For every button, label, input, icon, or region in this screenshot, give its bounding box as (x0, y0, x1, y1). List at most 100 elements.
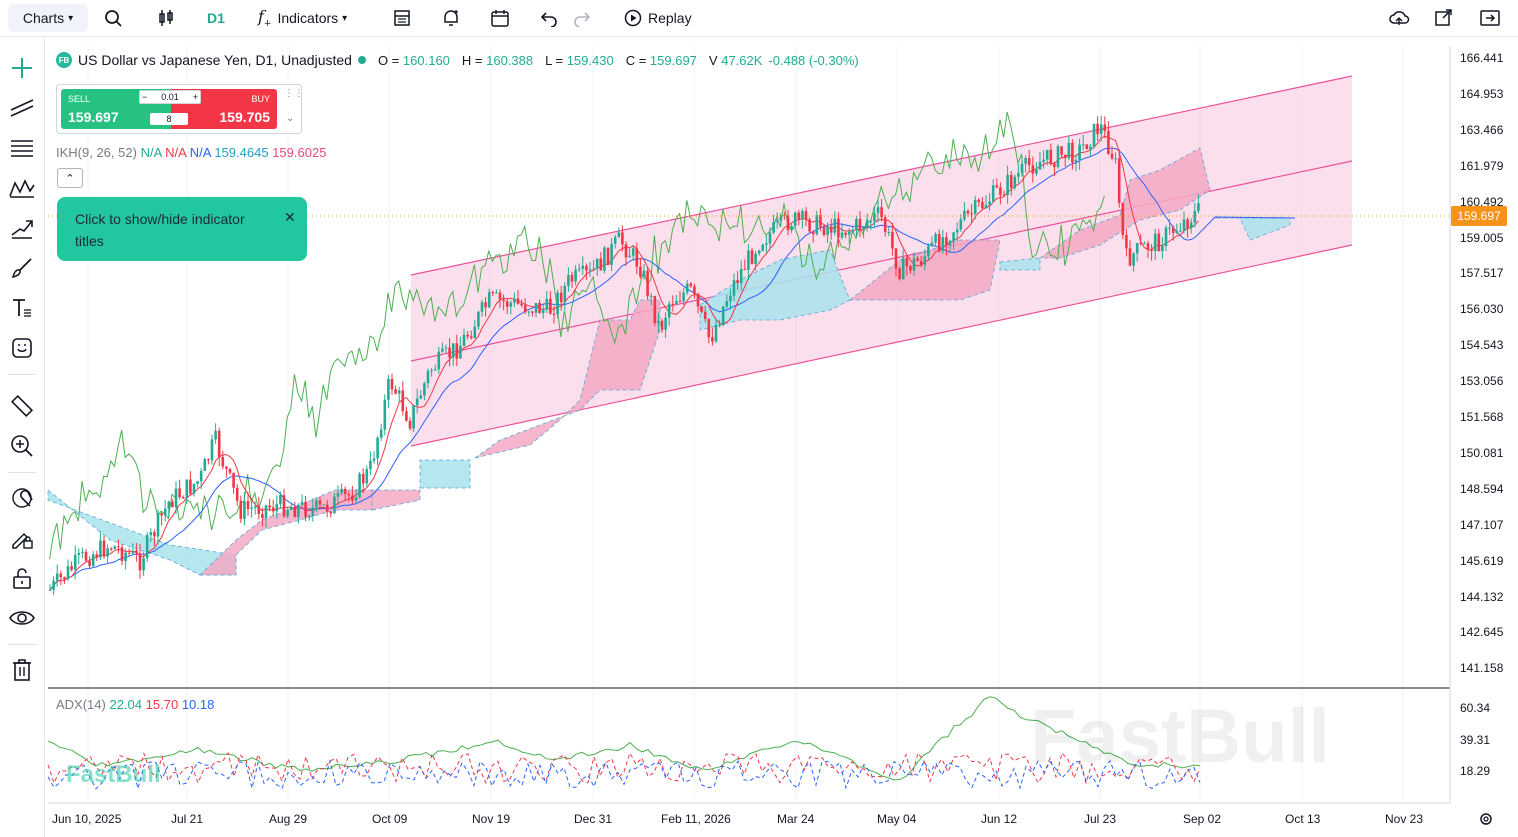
calendar-button[interactable] (489, 4, 511, 32)
settings-button[interactable] (1478, 811, 1496, 829)
smiley-icon (12, 338, 32, 358)
candle-body (545, 298, 549, 309)
charts-menu-button[interactable]: Charts ▾ (8, 4, 88, 32)
buy-button[interactable]: BUY 159.705 (171, 89, 277, 129)
candle-body (657, 320, 660, 323)
candle-body (941, 237, 945, 251)
candle-body (325, 504, 329, 512)
candle-body (1168, 227, 1171, 229)
ikh-legend[interactable]: IKH(9, 26, 52) N/A N/A N/A 159.4645 159.… (56, 145, 326, 160)
replay-button[interactable]: Replay (623, 4, 692, 32)
search-button[interactable] (101, 4, 125, 32)
trade-widget: SELL 159.697 BUY 159.705 − 0.01 + 8 ⋮⋮ ⌄ (56, 84, 304, 134)
candle-body (905, 257, 909, 266)
adx-tick-label: 18.29 (1460, 764, 1491, 778)
candle-body (343, 488, 347, 494)
candle-body (160, 513, 163, 516)
candle-body (174, 488, 178, 508)
candle-body (1135, 243, 1139, 254)
undo-button[interactable] (539, 4, 559, 32)
measure-tool[interactable] (8, 392, 36, 420)
candle-body (754, 253, 757, 264)
candle-body (397, 390, 401, 394)
cloud-segment (419, 459, 471, 489)
redo-button[interactable] (572, 4, 592, 32)
trendline-tool[interactable] (8, 94, 36, 122)
candle-body (441, 348, 444, 352)
drag-handle-icon[interactable]: ⋮⋮ (284, 88, 304, 99)
candle-body (667, 303, 671, 318)
cloud-save-button[interactable] (1387, 4, 1411, 32)
unlock-icon (13, 568, 31, 589)
lock-drawing-tool[interactable] (8, 524, 36, 552)
candle-body (315, 500, 318, 508)
candle-body (365, 469, 369, 484)
candle-body (376, 437, 379, 459)
candle-body (837, 218, 840, 238)
candle-body (592, 268, 595, 270)
plus-icon[interactable]: + (192, 92, 198, 102)
candle-body (199, 470, 203, 482)
candle-body (235, 487, 239, 501)
alert-button[interactable] (440, 4, 462, 32)
close-icon[interactable]: ✕ (284, 209, 296, 225)
forecast-tool[interactable] (8, 214, 36, 242)
candle-body (840, 232, 844, 238)
symbol-legend[interactable]: FB US Dollar vs Japanese Yen, D1, Unadju… (56, 52, 859, 68)
gear-icon (1480, 813, 1492, 825)
candle-body (876, 207, 880, 214)
candle-body (178, 488, 181, 498)
minus-icon[interactable]: − (142, 92, 148, 102)
candle-body (649, 295, 653, 297)
emoji-tool[interactable] (8, 334, 36, 362)
lot-stepper[interactable]: − 0.01 + (139, 90, 201, 104)
horizontal-lines-icon (11, 140, 33, 157)
drawing-toolbar (0, 37, 45, 837)
candle-body (963, 210, 966, 220)
candle-body (210, 439, 214, 461)
candle-body (390, 378, 394, 390)
candle-body (743, 269, 747, 271)
candle-body (966, 210, 970, 214)
crosshair-tool[interactable] (8, 54, 36, 82)
ikh-value-1: N/A (140, 145, 162, 160)
share-button[interactable] (1432, 4, 1454, 32)
candlesticks (48, 115, 1200, 595)
candle-body (955, 229, 959, 233)
lock-button[interactable] (8, 564, 36, 592)
candle-body (451, 343, 455, 358)
spread-value: 8 (150, 113, 188, 125)
interval-button[interactable]: D1 (207, 10, 225, 26)
fullscreen-button[interactable] (1479, 4, 1501, 32)
candle-body (1164, 227, 1168, 247)
adx-legend[interactable]: ADX(14) 22.04 15.70 10.18 (56, 697, 214, 712)
candle-body (959, 219, 963, 230)
brush-tool[interactable] (8, 254, 36, 282)
candle-body (945, 237, 948, 246)
indicators-button[interactable]: f+ Indicators ▾ (258, 4, 347, 32)
candle-body (70, 566, 73, 570)
candle-body (1189, 222, 1193, 229)
adx-line (47, 696, 1201, 781)
chevron-up-icon: ⌃ (65, 172, 75, 185)
candle-body (455, 343, 459, 359)
visibility-button[interactable] (8, 604, 36, 632)
collapse-legend-button[interactable]: ⌃ (57, 168, 83, 188)
delete-button[interactable] (8, 656, 36, 684)
candle-body (498, 292, 502, 300)
cloud-segment (371, 489, 421, 511)
candle-body (84, 551, 88, 561)
candle-body (556, 292, 559, 315)
candle-body (264, 505, 268, 518)
plus-di-value: 15.70 (145, 697, 179, 712)
zoom-tool[interactable] (8, 432, 36, 460)
magnet-tool[interactable] (8, 484, 36, 512)
fib-tool[interactable] (8, 134, 36, 162)
pattern-tool[interactable] (8, 174, 36, 202)
chart-type-button[interactable] (155, 4, 177, 32)
templates-button[interactable] (392, 4, 412, 32)
text-tool[interactable] (8, 294, 36, 322)
candle-body (423, 383, 426, 396)
chevron-down-icon[interactable]: ⌄ (286, 113, 295, 124)
